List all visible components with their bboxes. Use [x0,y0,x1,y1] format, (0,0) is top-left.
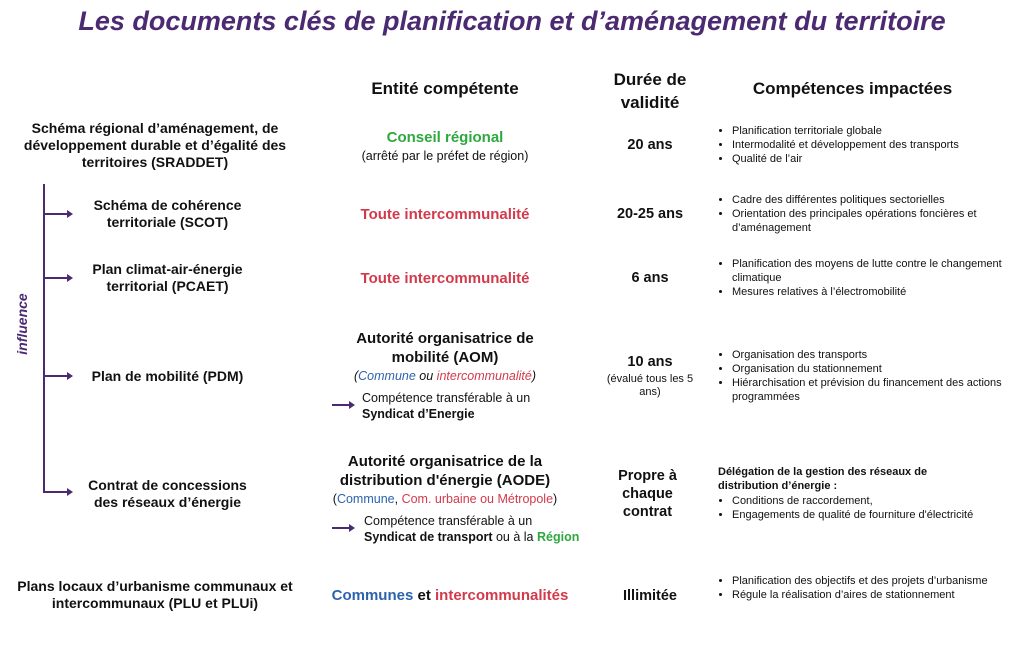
list-item: Planification des moyens de lutte contre… [732,257,1007,285]
competences-sraddet: Planification territoriale globale Inter… [718,124,1007,166]
transfer-arrow-icon [332,524,355,532]
entity-pcaet: Toute intercommunalité [360,270,530,287]
duration-value: 10 ans [627,354,673,370]
entity-intercommunalite: intercommunalité [436,369,532,383]
list-item: Orientation des principales opérations f… [732,207,1007,235]
doc-sraddet: Schéma régional d’aménagement, de dévelo… [23,120,287,170]
arrow-icon [44,372,73,380]
influence-line [43,184,45,493]
list-item: Hiérarchisation et prévision du financem… [732,376,1007,404]
entity-commune: Commune [336,492,395,506]
entity-sep: et [413,587,435,604]
competences-scot: Cadre des différentes politiques sectori… [718,193,1007,235]
duration-note: (évalué tous les 5 ans) [606,373,694,398]
entity-pdm: Autorité organisatrice de mobilité (AOM)… [335,329,555,386]
list-item: Qualité de l’air [732,152,1007,166]
arrow-icon [44,210,73,218]
duration-plu: Illimitée [623,588,677,604]
competences-pdm: Organisation des transports Organisation… [718,348,1007,404]
competences-title: Délégation de la gestion des réseaux de … [718,466,928,492]
list-item: Organisation des transports [732,348,1007,362]
entity-contrat: Autorité organisatrice de la distributio… [320,452,570,509]
transfer-contrat: Compétence transférable à un Syndicat de… [364,513,604,545]
header-entity: Entité compétente [371,79,519,98]
arrow-icon [44,274,73,282]
transfer-mid: ou à la [492,530,537,544]
list-item: Organisation du stationnement [732,362,1007,376]
header-competences: Compétences impactées [752,79,953,98]
duration-contrat: Propre à chaque contrat [618,468,677,520]
entity-intercommunalites: intercommunalités [435,587,569,604]
list-item: Intermodalité et développement des trans… [732,138,1007,152]
entity-note: (Commune ou intercommunalité) [353,369,537,383]
entity-commune: Commune [358,369,416,383]
arrow-icon [44,488,73,496]
header-duration: Durée de validité [613,70,687,112]
doc-pcaet: Plan climat-air-énergie territorial (PCA… [92,261,243,294]
transfer-arrow-icon [332,401,355,409]
competences-pcaet: Planification des moyens de lutte contre… [718,257,1007,299]
entity-sep: ou [415,369,437,383]
list-item: Conditions de raccordement, [732,494,1007,508]
duration-pcaet: 6 ans [631,270,669,286]
list-item: Planification des objectifs et des proje… [732,574,1007,588]
duration-pdm: 10 ans (évalué tous les 5 ans) [595,353,705,399]
entity-scot: Toute intercommunalité [360,206,530,223]
doc-scot: Schéma de cohérence territoriale (SCOT) [93,197,242,230]
entity-note: (Commune, Com. urbaine ou Métropole) [332,492,558,506]
entity-name: Conseil régional [386,129,504,146]
list-item: Cadre des différentes politiques sectori… [732,193,1007,207]
entity-plu: Communes et intercommunalités [310,586,590,605]
transfer-target: Syndicat de transport [364,530,493,544]
entity-name: Autorité organisatrice de la distributio… [339,453,551,489]
list-item: Régule la réalisation d’aires de station… [732,588,1007,602]
duration-sraddet: 20 ans [627,137,673,153]
entity-metropole: Com. urbaine ou Métropole [401,492,554,506]
influence-label: influence [14,293,30,355]
entity-note: (arrêté par le préfet de région) [361,149,529,163]
doc-pdm: Plan de mobilité (PDM) [91,368,244,384]
entity-sraddet: Conseil régional (arrêté par le préfet d… [330,128,560,166]
list-item: Mesures relatives à l’électromobilité [732,285,1007,299]
competences-contrat: Conditions de raccordement, Engagements … [718,494,1007,522]
doc-contrat: Contrat de concessions des réseaux d’éne… [88,477,247,510]
entity-name: Autorité organisatrice de mobilité (AOM) [356,330,534,366]
transfer-text: Compétence transférable à un [364,514,533,528]
transfer-target-region: Région [536,530,580,544]
list-item: Planification territoriale globale [732,124,1007,138]
page-title: Les documents clés de planification et d… [78,6,946,36]
doc-plu: Plans locaux d’urbanisme communaux et in… [17,578,293,611]
competences-plu: Planification des objectifs et des proje… [718,574,1007,602]
transfer-target: Syndicat d’Energie [362,407,475,421]
list-item: Engagements de qualité de fourniture d'é… [732,508,1007,522]
duration-scot: 20-25 ans [616,206,684,222]
transfer-text: Compétence transférable à un [362,391,531,405]
transfer-pdm: Compétence transférable à un Syndicat d’… [362,390,582,422]
entity-communes: Communes [331,587,414,604]
